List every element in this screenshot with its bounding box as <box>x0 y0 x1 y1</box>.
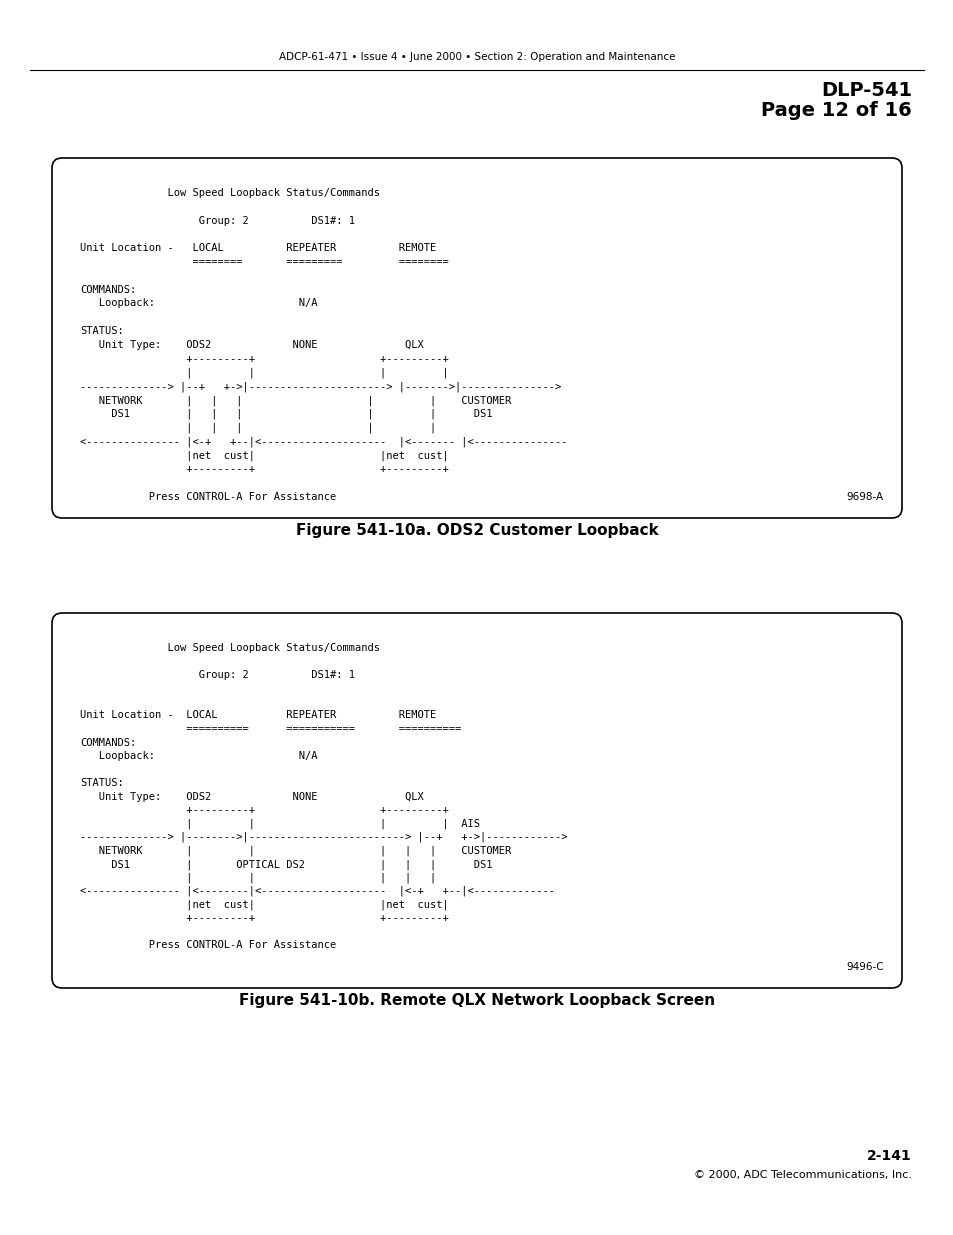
Text: Group: 2          DS1#: 1: Group: 2 DS1#: 1 <box>80 671 355 680</box>
Text: Unit Location -   LOCAL          REPEATER          REMOTE: Unit Location - LOCAL REPEATER REMOTE <box>80 243 436 253</box>
Text: <--------------- |<--------|<--------------------  |<-+   +--|<-------------: <--------------- |<--------|<-----------… <box>80 885 555 897</box>
Text: Figure 541-10a. ODS2 Customer Loopback: Figure 541-10a. ODS2 Customer Loopback <box>295 522 658 538</box>
Text: +---------+                    +---------+: +---------+ +---------+ <box>80 353 448 363</box>
Text: Low Speed Loopback Status/Commands: Low Speed Loopback Status/Commands <box>80 188 379 198</box>
Text: Loopback:                       N/A: Loopback: N/A <box>80 751 317 761</box>
Text: STATUS:: STATUS: <box>80 326 124 336</box>
Text: © 2000, ADC Telecommunications, Inc.: © 2000, ADC Telecommunications, Inc. <box>693 1170 911 1179</box>
Text: Press CONTROL-A For Assistance: Press CONTROL-A For Assistance <box>80 492 335 501</box>
Text: --------------> |--+   +->|----------------------> |------->|--------------->: --------------> |--+ +->|---------------… <box>80 382 560 391</box>
Text: Group: 2          DS1#: 1: Group: 2 DS1#: 1 <box>80 216 355 226</box>
Text: |net  cust|                    |net  cust|: |net cust| |net cust| <box>80 451 448 461</box>
Text: Low Speed Loopback Status/Commands: Low Speed Loopback Status/Commands <box>80 643 379 653</box>
Text: Figure 541-10b. Remote QLX Network Loopback Screen: Figure 541-10b. Remote QLX Network Loopb… <box>238 993 715 1008</box>
Text: |   |   |                    |         |: | | | | | <box>80 422 436 433</box>
FancyBboxPatch shape <box>52 158 901 517</box>
Text: Loopback:                       N/A: Loopback: N/A <box>80 299 317 309</box>
Text: ADCP-61-471 • Issue 4 • June 2000 • Section 2: Operation and Maintenance: ADCP-61-471 • Issue 4 • June 2000 • Sect… <box>278 52 675 62</box>
Text: DLP-541: DLP-541 <box>820 82 911 100</box>
Text: |         |                    |         |  AIS: | | | | AIS <box>80 819 479 829</box>
Text: 9496-C: 9496-C <box>845 962 883 972</box>
Text: Unit Location -  LOCAL           REPEATER          REMOTE: Unit Location - LOCAL REPEATER REMOTE <box>80 710 436 720</box>
Text: NETWORK       |   |   |                    |         |    CUSTOMER: NETWORK | | | | | CUSTOMER <box>80 395 511 405</box>
Text: NETWORK       |         |                    |   |   |    CUSTOMER: NETWORK | | | | | CUSTOMER <box>80 846 511 856</box>
Text: |         |                    |   |   |: | | | | | <box>80 872 436 883</box>
Text: DS1         |   |   |                    |         |      DS1: DS1 | | | | | DS1 <box>80 409 492 420</box>
Text: 2-141: 2-141 <box>866 1149 911 1163</box>
Text: Unit Type:    ODS2             NONE              QLX: Unit Type: ODS2 NONE QLX <box>80 340 423 350</box>
Text: Unit Type:    ODS2             NONE              QLX: Unit Type: ODS2 NONE QLX <box>80 792 423 802</box>
Text: +---------+                    +---------+: +---------+ +---------+ <box>80 913 448 923</box>
Text: 9698-A: 9698-A <box>846 492 883 501</box>
Text: Press CONTROL-A For Assistance: Press CONTROL-A For Assistance <box>80 940 335 950</box>
Text: Page 12 of 16: Page 12 of 16 <box>760 101 911 120</box>
Text: <--------------- |<-+   +--|<--------------------  |<------- |<---------------: <--------------- |<-+ +--|<-------------… <box>80 436 567 447</box>
Text: +---------+                    +---------+: +---------+ +---------+ <box>80 464 448 474</box>
Text: DS1         |       OPTICAL DS2            |   |   |      DS1: DS1 | OPTICAL DS2 | | | DS1 <box>80 860 492 869</box>
Text: ==========      ===========       ==========: ========== =========== ========== <box>80 724 460 734</box>
Text: --------------> |-------->|-------------------------> |--+   +->|------------>: --------------> |-------->|-------------… <box>80 832 567 842</box>
Text: COMMANDS:: COMMANDS: <box>80 737 136 747</box>
Text: ========       =========         ========: ======== ========= ======== <box>80 257 448 267</box>
Text: |net  cust|                    |net  cust|: |net cust| |net cust| <box>80 899 448 910</box>
FancyBboxPatch shape <box>52 613 901 988</box>
Text: COMMANDS:: COMMANDS: <box>80 284 136 295</box>
Text: STATUS:: STATUS: <box>80 778 124 788</box>
Text: |         |                    |         |: | | | | <box>80 367 448 378</box>
Text: +---------+                    +---------+: +---------+ +---------+ <box>80 805 448 815</box>
